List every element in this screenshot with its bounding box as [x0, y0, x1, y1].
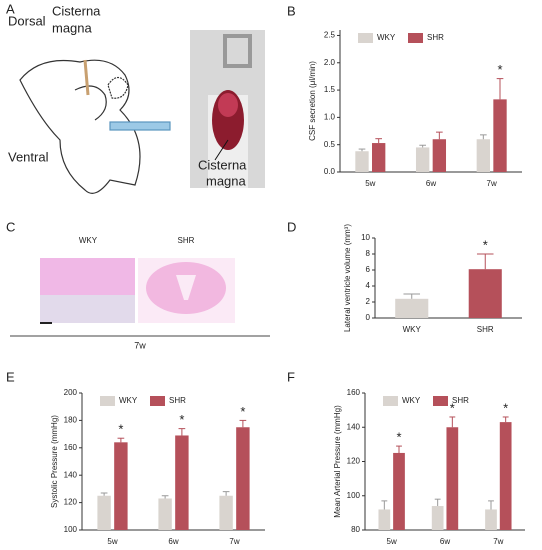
- bar: [372, 143, 386, 172]
- y-tick-label: 160: [347, 388, 361, 397]
- x-tick-label: 5w: [387, 537, 397, 546]
- bar: [395, 298, 429, 318]
- y-tick-label: 4: [366, 281, 371, 290]
- annotation: *: [240, 404, 245, 419]
- y-tick-label: 1.0: [324, 112, 336, 121]
- panel-letter: A: [6, 1, 15, 16]
- y-axis-label: Mean Arterial Pressure (mmHg): [333, 405, 342, 518]
- y-tick-label: 140: [347, 422, 361, 431]
- label: WKY: [79, 236, 98, 245]
- bar: [175, 435, 189, 530]
- bar: [431, 506, 444, 530]
- annotation: *: [503, 400, 508, 415]
- panel-letter: F: [287, 369, 295, 384]
- bar: [393, 452, 405, 530]
- x-tick-label: 6w: [440, 537, 450, 546]
- legend-swatch: [358, 33, 373, 43]
- bar: [97, 495, 111, 530]
- bar: [476, 139, 490, 172]
- y-tick-label: 0.0: [324, 167, 336, 176]
- y-axis-label: Systolic Pressure (mmHg): [50, 415, 59, 508]
- photo: [190, 30, 265, 188]
- bar: [219, 495, 233, 530]
- annotation: *: [483, 237, 488, 252]
- x-tick-label: 6w: [168, 537, 178, 546]
- label: SHR: [178, 236, 195, 245]
- x-tick-label: 5w: [365, 179, 375, 188]
- x-tick-label: 7w: [229, 537, 239, 546]
- y-tick-label: 100: [64, 525, 78, 534]
- annotation: *: [450, 400, 455, 415]
- bar: [158, 498, 172, 530]
- label: Cisterna: [52, 3, 101, 18]
- x-tick-label: 6w: [426, 179, 436, 188]
- y-tick-label: 200: [64, 388, 78, 397]
- annotation: *: [396, 430, 401, 445]
- bar: [468, 269, 502, 318]
- annotation: *: [118, 422, 123, 437]
- panel-letter: D: [287, 219, 296, 234]
- legend-label: WKY: [402, 396, 421, 405]
- y-axis-label: Lateral ventricle volume (mm³): [343, 224, 352, 332]
- label: Ventral: [8, 149, 49, 164]
- label: Dorsal: [8, 13, 46, 28]
- legend-swatch: [383, 396, 398, 406]
- annotation: *: [179, 412, 184, 427]
- legend-label: SHR: [427, 33, 444, 42]
- y-tick-label: 160: [64, 443, 78, 452]
- bar: [485, 509, 497, 530]
- x-tick-label: SHR: [477, 325, 494, 334]
- y-tick-label: 8: [366, 249, 371, 258]
- label: magna: [206, 173, 247, 188]
- y-tick-label: 6: [366, 265, 371, 274]
- legend-swatch: [408, 33, 423, 43]
- y-tick-label: 120: [64, 498, 78, 507]
- y-tick-label: 80: [351, 525, 360, 534]
- histology: [10, 258, 270, 337]
- y-tick-label: 100: [347, 491, 361, 500]
- head-diagram: [19, 59, 171, 194]
- legend-swatch: [100, 396, 115, 406]
- legend-label: SHR: [452, 396, 469, 405]
- y-tick-label: 140: [64, 470, 78, 479]
- legend-label: WKY: [377, 33, 396, 42]
- y-tick-label: 2.0: [324, 58, 336, 67]
- label: Cisterna: [198, 157, 247, 172]
- legend-swatch: [150, 396, 165, 406]
- y-tick-label: 120: [347, 457, 361, 466]
- bar: [446, 427, 459, 530]
- y-tick-label: 180: [64, 416, 78, 425]
- bar: [432, 139, 447, 172]
- legend-swatch: [433, 396, 448, 406]
- legend-label: WKY: [119, 396, 138, 405]
- bar: [415, 147, 430, 172]
- x-tick-label: 5w: [107, 537, 117, 546]
- panel-letter: B: [287, 3, 296, 18]
- y-tick-label: 2.5: [324, 31, 336, 40]
- x-tick-label: WKY: [403, 325, 422, 334]
- y-axis-label: CSF secretion (μl/min): [308, 61, 317, 141]
- annotation: *: [497, 62, 502, 77]
- bar: [236, 427, 250, 530]
- bar: [493, 99, 507, 172]
- y-tick-label: 1.5: [324, 85, 336, 94]
- label: magna: [52, 20, 93, 35]
- y-tick-label: 0: [366, 313, 371, 322]
- y-tick-label: 0.5: [324, 140, 336, 149]
- bar: [499, 422, 512, 530]
- label: 7w: [134, 340, 146, 350]
- panel-letter: E: [6, 369, 15, 384]
- x-tick-label: 7w: [493, 537, 503, 546]
- x-tick-label: 7w: [487, 179, 497, 188]
- panel-letter: C: [6, 219, 15, 234]
- legend-label: SHR: [169, 396, 186, 405]
- bar: [378, 509, 391, 530]
- y-tick-label: 2: [366, 297, 371, 306]
- y-tick-label: 10: [361, 233, 370, 242]
- bar: [355, 151, 369, 172]
- bar: [114, 442, 128, 530]
